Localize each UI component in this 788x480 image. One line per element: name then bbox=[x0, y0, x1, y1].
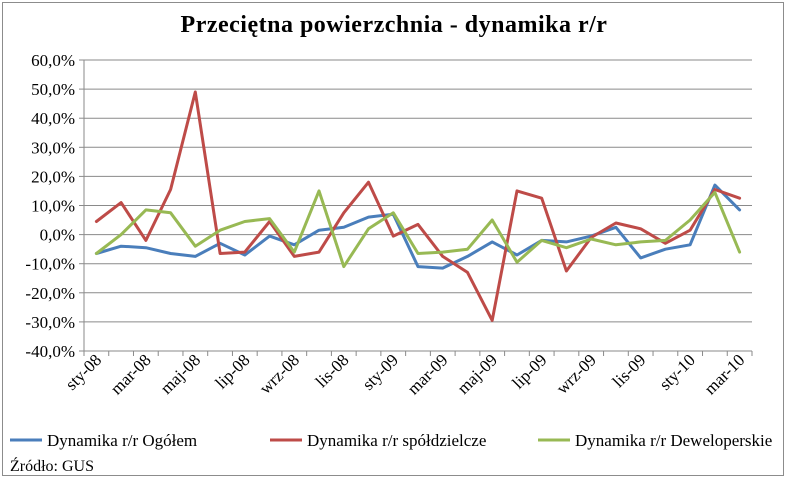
x-tick-label: lis-09 bbox=[609, 350, 650, 391]
x-tick-label: wrz-08 bbox=[256, 350, 303, 397]
legend-label-3: Dynamika r/r Deweloperskie bbox=[575, 431, 772, 450]
x-axis: sty-08 mar-08 maj-08 lip-08 wrz-08 lis-08 sty-… bbox=[62, 350, 753, 398]
x-tick-label: wrz-09 bbox=[553, 350, 600, 397]
series-line-2 bbox=[94, 90, 742, 322]
x-tick-label: lip-08 bbox=[211, 350, 253, 392]
series-line-1 bbox=[94, 183, 742, 270]
y-tick-label: 40,0% bbox=[31, 109, 75, 128]
legend-label-1: Dynamika r/r Ogółem bbox=[47, 431, 197, 450]
chart-frame bbox=[2, 2, 784, 476]
x-tick-label: sty-09 bbox=[359, 350, 402, 393]
x-tick-label: lip-09 bbox=[508, 350, 550, 392]
x-tick-label: maj-08 bbox=[157, 350, 204, 397]
x-tick-label: mar-10 bbox=[701, 350, 749, 398]
series-line-3 bbox=[94, 189, 742, 269]
x-tick-label: maj-09 bbox=[454, 350, 501, 397]
y-axis: -40,0% -30,0% -20,0% -10,0% 0,0% 10,0% 20,0% 30… bbox=[25, 51, 85, 361]
x-tick-label: sty-10 bbox=[655, 350, 698, 393]
y-tick-label: 60,0% bbox=[31, 51, 75, 70]
y-tick-label: 10,0% bbox=[31, 197, 75, 216]
y-tick-label: 20,0% bbox=[31, 167, 75, 186]
y-tick-label: 50,0% bbox=[31, 80, 75, 99]
x-tick-label: lis-08 bbox=[312, 350, 353, 391]
source-note: Źródło: GUS bbox=[10, 458, 94, 475]
y-tick-label: 30,0% bbox=[31, 138, 75, 157]
x-tick-label: mar-09 bbox=[404, 350, 452, 398]
y-tick-label: -10,0% bbox=[25, 255, 75, 274]
y-tick-label: -30,0% bbox=[25, 313, 75, 332]
y-tick-label: -20,0% bbox=[25, 284, 75, 303]
legend: Dynamika r/r Ogółem Dynamika r/r spółdzie… bbox=[10, 431, 772, 450]
y-tick-label: 0,0% bbox=[40, 226, 75, 245]
legend-label-2: Dynamika r/r spółdzielcze bbox=[307, 431, 486, 450]
series-lines bbox=[94, 90, 742, 322]
y-tick-label: -40,0% bbox=[25, 342, 75, 361]
gridlines bbox=[84, 59, 752, 352]
x-tick-label: mar-08 bbox=[107, 350, 155, 398]
chart-title: Przeciętna powierzchnia - dynamika r/r bbox=[180, 12, 608, 38]
